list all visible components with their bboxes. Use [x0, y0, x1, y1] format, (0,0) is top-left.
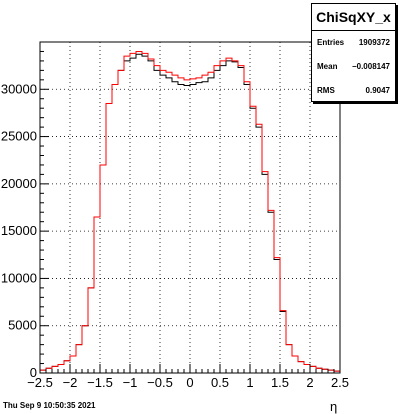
x-tick-label: −1.5: [87, 375, 113, 390]
x-tick-labels: −2.5 −2 −1.5 −1 −0.5 0 0.5 1 1.5 2 2.5: [27, 375, 349, 390]
mean-value: −0.008147: [351, 62, 390, 71]
stats-row-rms: RMS 0.9047: [312, 79, 395, 103]
y-tick-labels: 0 5000 10000 15000 20000 25000 30000: [1, 81, 37, 380]
stats-box: ChiSqXY_x Entries 1909372 Mean −0.008147…: [311, 3, 396, 102]
x-tick-label: −1: [123, 375, 138, 390]
x-tick-label: −2: [63, 375, 78, 390]
stats-title: ChiSqXY_x: [312, 4, 395, 31]
x-tick-label: 1.5: [271, 375, 289, 390]
y-tick-label: 20000: [1, 176, 37, 191]
grid-lines: [40, 42, 340, 373]
rms-label: RMS: [317, 86, 335, 95]
plot-frame: [39, 41, 341, 374]
entries-value: 1909372: [358, 38, 390, 47]
timestamp: Thu Sep 9 10:50:35 2021: [3, 401, 96, 410]
x-axis-label: η: [330, 399, 338, 414]
y-tick-label: 30000: [1, 81, 37, 96]
x-tick-label: 1: [246, 375, 253, 390]
stats-row-entries: Entries 1909372: [312, 31, 395, 55]
x-tick-label: −0.5: [147, 375, 173, 390]
x-tick-label: 0.5: [211, 375, 229, 390]
x-tick-label: −2.5: [27, 375, 53, 390]
x-tick-label: 0: [186, 375, 193, 390]
histogram-series-red: [39, 50, 341, 373]
y-tick-label: 5000: [8, 318, 37, 333]
rms-value: 0.9047: [365, 86, 390, 95]
stats-row-mean: Mean −0.008147: [312, 55, 395, 79]
x-tick-label: 2: [306, 375, 313, 390]
histogram-series: [39, 50, 341, 373]
y-tick-label: 15000: [1, 223, 37, 238]
y-tick-label: 10000: [1, 270, 37, 285]
entries-label: Entries: [317, 38, 345, 47]
y-tick-label: 0: [30, 365, 37, 380]
axis-ticks: [39, 50, 341, 374]
y-tick-label: 25000: [1, 129, 37, 144]
mean-label: Mean: [317, 62, 338, 71]
x-tick-label: 2.5: [331, 375, 349, 390]
